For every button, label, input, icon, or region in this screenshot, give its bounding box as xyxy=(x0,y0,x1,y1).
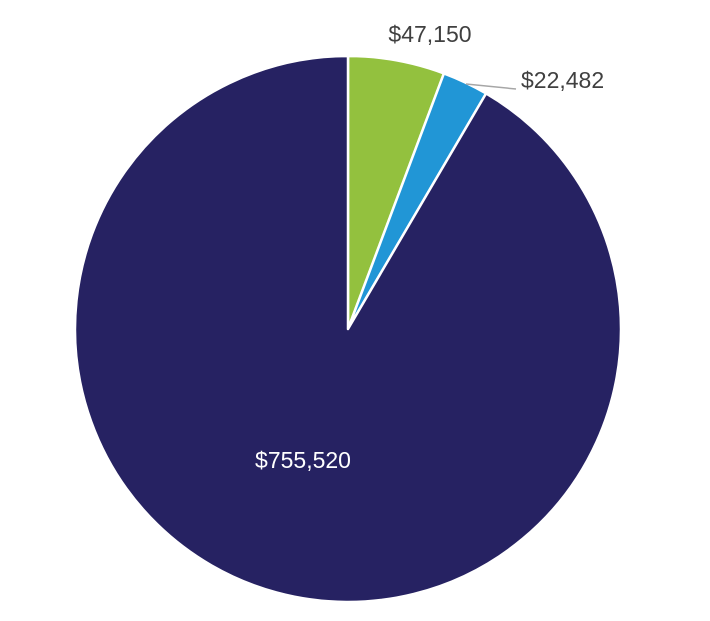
data-label-3: $755,520 xyxy=(255,447,351,473)
pie-slice-3 xyxy=(73,54,623,604)
data-label-2: $22,482 xyxy=(521,67,604,93)
data-label-1: $47,150 xyxy=(388,21,471,47)
leader-line-2 xyxy=(465,83,517,90)
